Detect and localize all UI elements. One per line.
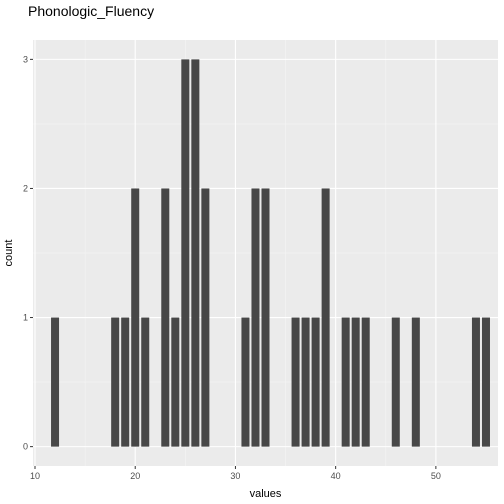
bar xyxy=(181,59,189,446)
bar xyxy=(201,188,209,446)
bar xyxy=(412,318,420,447)
bar xyxy=(161,188,169,446)
bar xyxy=(472,318,480,447)
x-tick-label: 30 xyxy=(230,471,240,481)
x-axis: 10 20 30 40 50 xyxy=(30,466,441,481)
x-tick-label: 10 xyxy=(30,471,40,481)
x-tick-label: 20 xyxy=(130,471,140,481)
y-axis-title: count xyxy=(3,240,15,267)
bar xyxy=(482,318,490,447)
bar xyxy=(342,318,350,447)
bar xyxy=(111,318,119,447)
y-axis: 0 1 2 3 xyxy=(23,54,33,451)
x-axis-title: values xyxy=(250,488,282,500)
bar xyxy=(191,59,199,446)
bar xyxy=(141,318,149,447)
bar xyxy=(302,318,310,447)
bar xyxy=(392,318,400,447)
bar xyxy=(251,188,259,446)
bar xyxy=(312,318,320,447)
bar xyxy=(131,188,139,446)
bar xyxy=(171,318,179,447)
bar xyxy=(352,318,360,447)
y-tick-label: 3 xyxy=(23,54,28,64)
bar xyxy=(362,318,370,447)
x-tick-label: 50 xyxy=(431,471,441,481)
bar xyxy=(292,318,300,447)
bar xyxy=(322,188,330,446)
y-tick-label: 2 xyxy=(23,183,28,193)
bar xyxy=(51,318,59,447)
bar xyxy=(121,318,129,447)
y-tick-label: 0 xyxy=(23,442,28,452)
bar xyxy=(241,318,249,447)
y-tick-label: 1 xyxy=(23,313,28,323)
bar xyxy=(261,188,269,446)
x-tick-label: 40 xyxy=(331,471,341,481)
